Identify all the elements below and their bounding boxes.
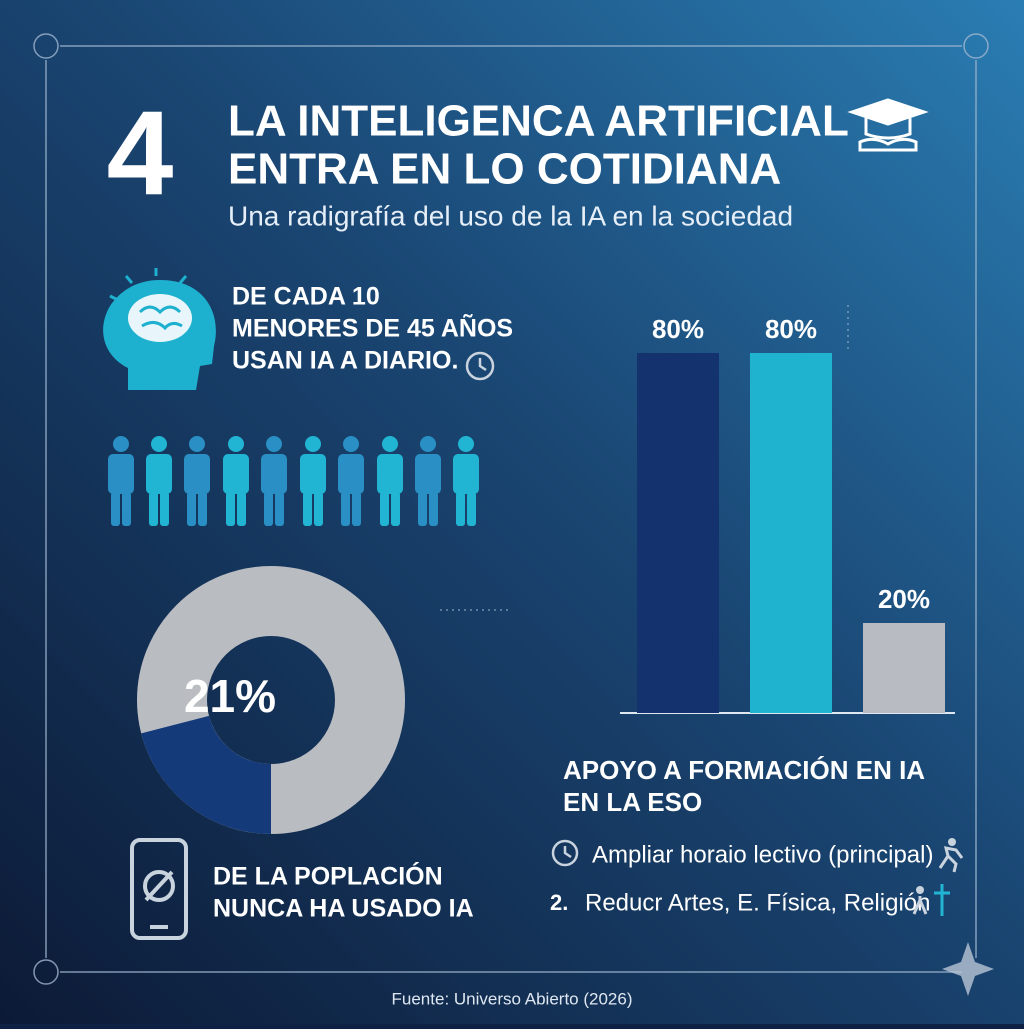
subtitle: Una radigrafía del uso de la IA en la so… (228, 200, 793, 231)
donut-label: 21% (184, 670, 276, 722)
runner-icon (938, 838, 964, 873)
phone-icon (130, 838, 188, 940)
title-line: ENTRA EN LO COTIDIANA (228, 145, 781, 194)
stat-line: USAN IA A DIARIO. (232, 347, 458, 375)
title-line: LA INTELIGENCA ARTIFICIAL (228, 97, 849, 146)
bar-value-label: 20% (878, 584, 930, 614)
clock-icon (465, 351, 495, 381)
list-number: 2. (550, 890, 568, 915)
bar-chart-title: EN LA ESO (563, 787, 702, 817)
section-number: 4 (107, 87, 174, 221)
donut-chart: 21% (137, 566, 405, 834)
list-item: Ampliar horaio lectivo (principal) (592, 841, 933, 868)
bar (637, 353, 719, 713)
bar (863, 623, 945, 713)
bar-chart: 80% 80% 20% (620, 314, 955, 714)
stat-line: NUNCA HA USADO IA (213, 895, 474, 923)
stat-line: MENORES DE 45 AÑOS (232, 313, 513, 343)
bar (750, 353, 832, 713)
footer: Fuente: Universo Abierto (2026) (392, 989, 633, 1008)
list-item: Reducr Artes, E. Física, Religión (585, 889, 930, 916)
clock-icon (551, 839, 579, 867)
sparkle (942, 942, 994, 996)
graduation-icon (847, 98, 929, 152)
brain-head-icon (103, 268, 216, 390)
bar-value-label: 80% (765, 314, 817, 344)
stat-line: DE LA POPLACIÓN (213, 861, 443, 891)
bar-chart-title: APOYO A FORMACIÓN EN IA (563, 755, 925, 785)
bar-value-label: 80% (652, 314, 704, 344)
sport-icons (912, 884, 950, 916)
frame (33, 33, 989, 985)
donut-segment (141, 714, 273, 834)
stat-line: DE CADA 10 (232, 283, 380, 311)
